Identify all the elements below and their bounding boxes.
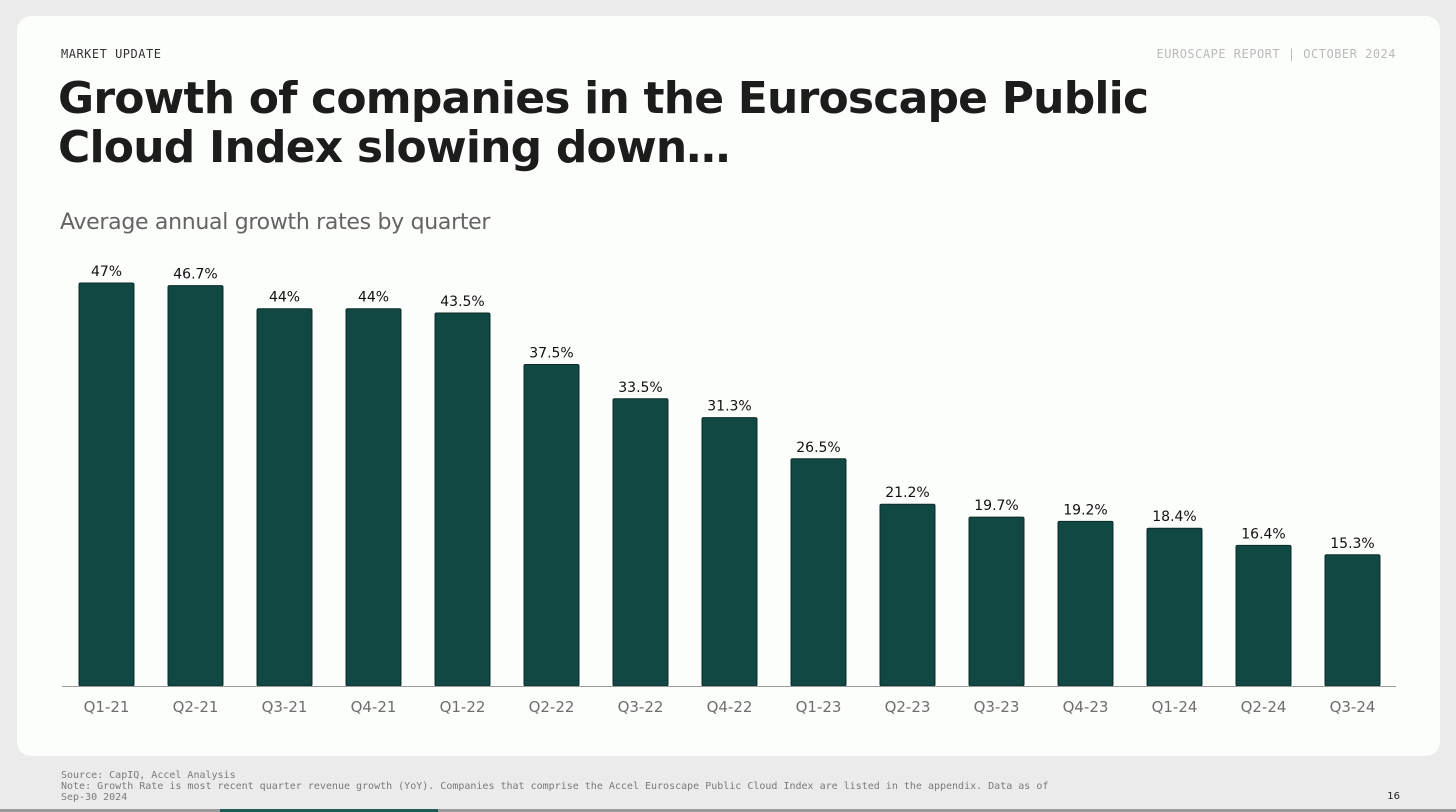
x-tick-label: Q4-21 — [351, 698, 397, 716]
x-tick-label: Q4-22 — [707, 698, 753, 716]
data-label: 46.7% — [173, 267, 217, 283]
data-label: 31.3% — [707, 399, 751, 415]
report-label: EUROSCAPE REPORT | OCTOBER 2024 — [1156, 47, 1396, 61]
x-tick-label: Q3-24 — [1330, 698, 1376, 716]
x-tick-label: Q2-23 — [885, 698, 931, 716]
x-tick-label: Q4-23 — [1063, 698, 1109, 716]
x-tick-label: Q1-23 — [796, 698, 842, 716]
page-number: 16 — [1387, 791, 1400, 802]
bar-q3-21 — [256, 308, 313, 687]
x-tick-label: Q2-22 — [529, 698, 575, 716]
bar-q1-22 — [434, 312, 491, 687]
x-tick-label: Q3-21 — [262, 698, 308, 716]
bar-q2-24 — [1235, 544, 1292, 687]
data-label: 44% — [358, 290, 389, 306]
footer-note: Note: Growth Rate is most recent quarter… — [61, 781, 1049, 792]
data-label: 37.5% — [529, 346, 573, 362]
page-title: Growth of companies in the Euroscape Pub… — [58, 73, 1149, 173]
data-label: 16.4% — [1241, 526, 1285, 542]
x-tick-label: Q3-22 — [618, 698, 664, 716]
bar-q2-22 — [523, 364, 580, 687]
footer-source: Source: CapIQ, Accel Analysis — [61, 770, 236, 781]
data-label: 43.5% — [440, 294, 484, 310]
data-label: 47% — [91, 264, 122, 280]
x-tick-label: Q2-24 — [1241, 698, 1287, 716]
x-tick-label: Q3-23 — [974, 698, 1020, 716]
bar-q3-23 — [968, 516, 1025, 687]
x-tick-label: Q1-24 — [1152, 698, 1198, 716]
bar-q1-23 — [790, 458, 847, 687]
data-label: 18.4% — [1152, 509, 1196, 525]
bottom-rule — [0, 809, 1456, 812]
x-tick-label: Q2-21 — [173, 698, 219, 716]
bottom-rule-accent — [220, 809, 438, 812]
data-label: 19.2% — [1063, 502, 1107, 518]
footer-note-date: Sep-30 2024 — [61, 792, 128, 803]
x-tick-label: Q1-22 — [440, 698, 486, 716]
data-label: 26.5% — [796, 440, 840, 456]
bar-q2-21 — [167, 285, 224, 687]
bar-q4-23 — [1057, 520, 1114, 687]
data-label: 33.5% — [618, 380, 662, 396]
bar-q3-24 — [1324, 554, 1381, 687]
x-tick-label: Q1-21 — [84, 698, 130, 716]
bar-q1-24 — [1146, 527, 1203, 687]
footer-notes: Source: CapIQ, Accel Analysis Note: Grow… — [61, 770, 1181, 803]
data-label: 15.3% — [1330, 536, 1374, 552]
bar-q2-23 — [879, 503, 936, 687]
bar-q1-21 — [78, 282, 135, 687]
bar-q3-22 — [612, 398, 669, 687]
data-label: 19.7% — [974, 498, 1018, 514]
bar-q4-21 — [345, 308, 402, 687]
section-label: MARKET UPDATE — [61, 47, 162, 61]
data-label: 21.2% — [885, 485, 929, 501]
data-label: 44% — [269, 290, 300, 306]
bar-q4-22 — [701, 417, 758, 687]
chart-subtitle: Average annual growth rates by quarter — [60, 210, 491, 235]
